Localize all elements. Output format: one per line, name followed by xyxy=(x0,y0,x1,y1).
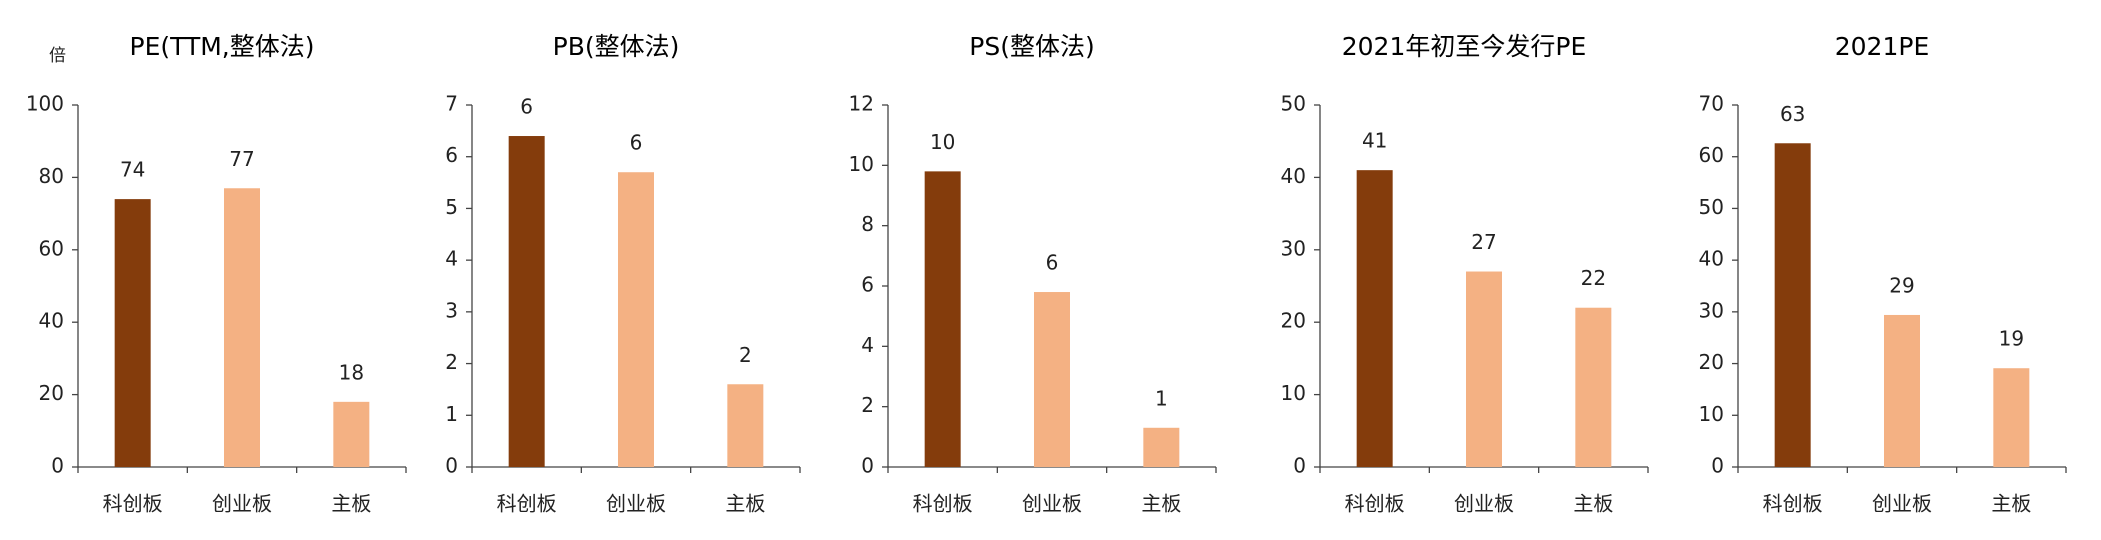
bar xyxy=(924,171,961,467)
bar xyxy=(1774,143,1811,468)
x-tick-label: 科创板 xyxy=(1763,492,1823,516)
chart-title: PS(整体法) xyxy=(969,32,1094,61)
value-label: 1 xyxy=(1155,386,1168,410)
x-tick-label: 主板 xyxy=(1141,492,1181,516)
chart-title: PE(TTM,整体法) xyxy=(130,32,315,61)
value-label: 6 xyxy=(630,131,643,155)
y-tick-label: 20 xyxy=(39,381,64,405)
bar xyxy=(1143,427,1180,467)
y-tick-label: 20 xyxy=(1699,350,1724,374)
value-label: 18 xyxy=(339,360,364,384)
value-label: 10 xyxy=(930,130,955,154)
y-tick-label: 40 xyxy=(39,309,64,333)
y-tick-label: 60 xyxy=(39,236,64,260)
x-tick-label: 主板 xyxy=(725,492,765,516)
x-tick-label: 科创板 xyxy=(913,492,973,516)
y-tick-label: 10 xyxy=(1699,402,1724,426)
x-tick-label: 创业板 xyxy=(1022,492,1082,516)
bar xyxy=(333,401,370,467)
value-label: 29 xyxy=(1889,273,1914,297)
x-tick-label: 主板 xyxy=(1991,492,2031,516)
bar xyxy=(1884,314,1920,467)
y-tick-label: 2 xyxy=(445,350,458,374)
bar xyxy=(618,172,654,467)
y-tick-label: 6 xyxy=(861,273,874,297)
x-tick-label: 创业板 xyxy=(1872,492,1932,516)
bar xyxy=(1356,170,1393,467)
y-tick-label: 30 xyxy=(1281,236,1306,260)
bar xyxy=(1575,307,1612,467)
y-tick-label: 20 xyxy=(1281,309,1306,333)
value-label: 6 xyxy=(520,95,533,119)
y-tick-label: 12 xyxy=(849,92,874,116)
y-tick-label: 40 xyxy=(1281,164,1306,188)
chart-title: 2021PE xyxy=(1835,32,1930,61)
bar xyxy=(224,188,260,467)
value-label: 2 xyxy=(739,343,752,367)
value-label: 63 xyxy=(1780,102,1805,126)
x-tick-label: 创业板 xyxy=(606,492,666,516)
y-tick-label: 6 xyxy=(445,143,458,167)
y-tick-label: 0 xyxy=(445,454,458,478)
chart-title: PB(整体法) xyxy=(553,32,680,61)
y-axis-label: 倍 xyxy=(49,46,66,66)
y-tick-label: 60 xyxy=(1699,143,1724,167)
y-tick-label: 30 xyxy=(1699,298,1724,322)
chart-title: 2021年初至今发行PE xyxy=(1342,32,1587,61)
bar xyxy=(727,384,764,467)
y-tick-label: 2 xyxy=(861,393,874,417)
value-label: 77 xyxy=(229,147,254,171)
y-tick-label: 3 xyxy=(445,298,458,322)
bar xyxy=(1466,271,1502,467)
y-tick-label: 0 xyxy=(1711,454,1724,478)
y-tick-label: 100 xyxy=(26,92,64,116)
y-tick-label: 10 xyxy=(849,152,874,176)
bar xyxy=(508,136,545,467)
y-tick-label: 70 xyxy=(1699,92,1724,116)
x-tick-label: 主板 xyxy=(1573,492,1613,516)
y-tick-label: 50 xyxy=(1281,92,1306,116)
x-tick-label: 科创板 xyxy=(497,492,557,516)
y-tick-label: 0 xyxy=(1293,454,1306,478)
x-tick-label: 创业板 xyxy=(212,492,272,516)
y-tick-label: 80 xyxy=(39,164,64,188)
y-tick-label: 0 xyxy=(861,454,874,478)
value-label: 27 xyxy=(1471,230,1496,254)
x-tick-label: 创业板 xyxy=(1454,492,1514,516)
y-tick-label: 4 xyxy=(445,247,458,271)
y-tick-label: 10 xyxy=(1281,381,1306,405)
y-tick-label: 8 xyxy=(861,212,874,236)
value-label: 74 xyxy=(120,158,145,182)
value-label: 6 xyxy=(1046,251,1059,275)
bar xyxy=(1034,292,1070,467)
y-tick-label: 0 xyxy=(51,454,64,478)
bar xyxy=(1993,368,2030,467)
y-tick-label: 1 xyxy=(445,402,458,426)
y-tick-label: 50 xyxy=(1699,195,1724,219)
value-label: 22 xyxy=(1581,266,1606,290)
x-tick-label: 科创板 xyxy=(103,492,163,516)
value-label: 19 xyxy=(1999,327,2024,351)
x-tick-label: 科创板 xyxy=(1345,492,1405,516)
bar xyxy=(114,199,151,467)
y-tick-label: 7 xyxy=(445,92,458,116)
y-tick-label: 5 xyxy=(445,195,458,219)
y-tick-label: 4 xyxy=(861,333,874,357)
x-tick-label: 主板 xyxy=(331,492,371,516)
y-tick-label: 40 xyxy=(1699,247,1724,271)
value-label: 41 xyxy=(1362,129,1387,153)
